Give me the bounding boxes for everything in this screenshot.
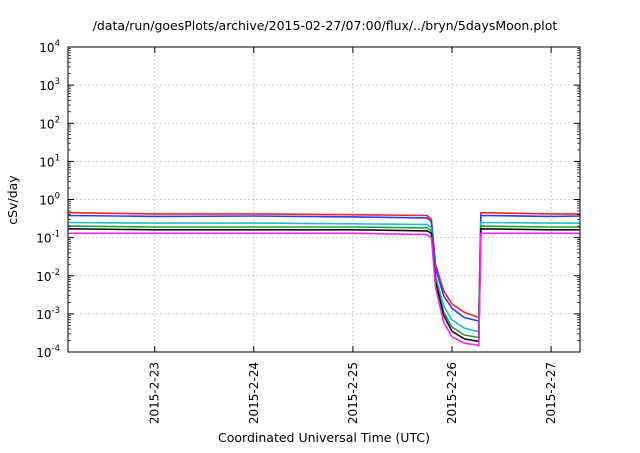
- series-line-4: [67, 225, 580, 339]
- x-tick-label: 2015-2-23: [148, 362, 162, 424]
- axis-ticks: [68, 46, 580, 353]
- y-tick-exponent: -2: [52, 268, 60, 278]
- y-tick-label: 10-4: [36, 344, 60, 360]
- y-tick-exponent: -1: [52, 230, 60, 240]
- y-tick-base: 10: [39, 155, 54, 169]
- x-tick-label: 2015-2-25: [346, 362, 360, 424]
- y-tick-base: 10: [36, 232, 51, 246]
- series-line-3: [67, 221, 580, 333]
- y-tick-label: 10-3: [36, 306, 60, 322]
- y-tick-label: 100: [39, 192, 60, 208]
- y-tick-exponent: 0: [55, 192, 60, 202]
- y-tick-label: 10-2: [36, 268, 60, 284]
- y-tick-exponent: -3: [52, 306, 60, 316]
- series-line-2: [67, 214, 581, 322]
- y-tick-label: 102: [39, 115, 60, 131]
- y-tick-label: 10-1: [36, 230, 60, 246]
- y-tick-label: 101: [39, 153, 60, 169]
- y-tick-exponent: 1: [55, 153, 60, 163]
- series-line-6: [68, 232, 580, 347]
- y-tick-exponent: 4: [55, 39, 60, 49]
- y-tick-base: 10: [36, 346, 51, 360]
- y-tick-base: 10: [36, 270, 51, 284]
- series-line-5: [67, 228, 580, 343]
- y-tick-exponent: 2: [55, 115, 60, 125]
- x-tick-label: 2015-2-27: [544, 362, 558, 424]
- x-tick-label: 2015-2-24: [247, 362, 261, 424]
- y-tick-label: 103: [39, 77, 60, 93]
- chart-title: /data/run/goesPlots/archive/2015-02-27/0…: [93, 18, 558, 33]
- y-tick-label: 104: [39, 39, 60, 55]
- x-axis-tick-labels: 2015-2-23 2015-2-24 2015-2-25 2015-2-26 2015…: [148, 362, 558, 424]
- y-tick-base: 10: [36, 308, 51, 322]
- x-tick-label: 2015-2-26: [445, 362, 459, 424]
- y-tick-exponent: 3: [55, 77, 60, 87]
- y-tick-base: 10: [39, 194, 54, 208]
- grid: [68, 47, 580, 352]
- y-tick-base: 10: [39, 41, 54, 55]
- y-tick-exponent: -4: [52, 344, 60, 354]
- x-axis-label: Coordinated Universal Time (UTC): [218, 430, 430, 445]
- y-tick-base: 10: [39, 117, 54, 131]
- series-layer: [67, 211, 581, 347]
- y-axis-label: cSv/day: [5, 175, 20, 225]
- y-tick-base: 10: [39, 79, 54, 93]
